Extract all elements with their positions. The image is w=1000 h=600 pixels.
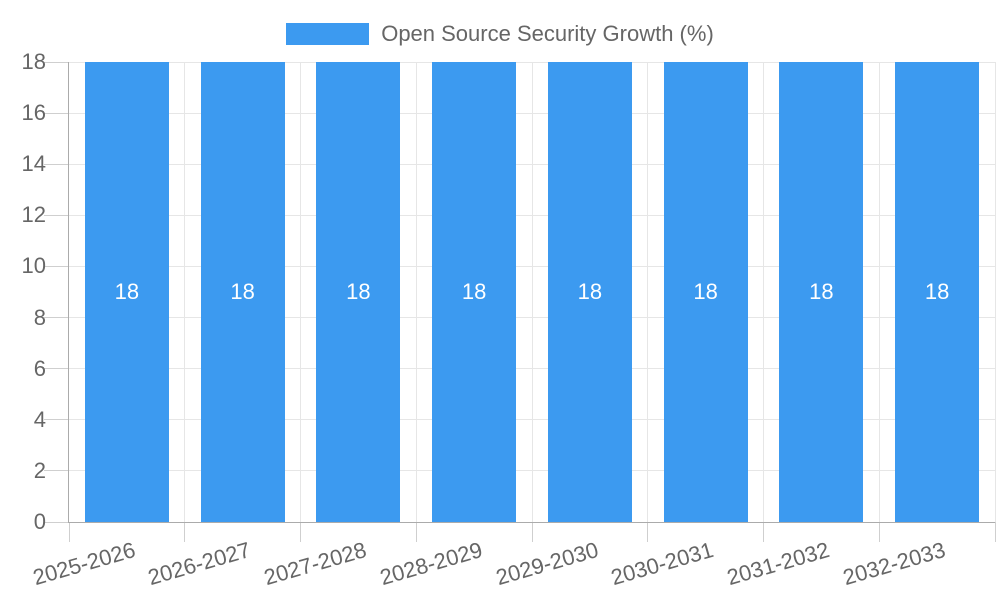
chart-legend: Open Source Security Growth (%) bbox=[0, 20, 1000, 48]
v-gridline bbox=[415, 62, 417, 522]
v-gridline bbox=[994, 62, 996, 522]
bar: 18 bbox=[432, 62, 517, 522]
x-axis-tick-label: 2026-2027 bbox=[145, 537, 254, 591]
y-tick-mark bbox=[44, 368, 69, 370]
bar-value-label: 18 bbox=[461, 279, 487, 304]
bar-value-label: 18 bbox=[230, 279, 255, 304]
y-axis-tick-label: 18 bbox=[21, 49, 46, 74]
v-gridline bbox=[184, 62, 186, 522]
y-axis-tick-label: 4 bbox=[33, 406, 46, 432]
x-tick-mark bbox=[68, 522, 70, 542]
bar: 18 bbox=[316, 62, 401, 522]
bar-value-label: 18 bbox=[577, 279, 603, 304]
y-tick-mark bbox=[44, 265, 69, 267]
y-axis-tick-label: 10 bbox=[21, 253, 46, 279]
y-tick-mark bbox=[44, 419, 69, 421]
x-tick-mark bbox=[531, 522, 533, 542]
y-axis-tick-label: 2 bbox=[33, 457, 46, 483]
x-axis-tick-label: 2032-2033 bbox=[839, 537, 949, 591]
y-axis-tick-label: 16 bbox=[21, 100, 46, 126]
y-axis-tick-label: 12 bbox=[21, 202, 46, 228]
y-tick-mark bbox=[44, 521, 69, 523]
legend-item[interactable]: Open Source Security Growth (%) bbox=[286, 20, 714, 48]
y-tick-mark bbox=[44, 112, 69, 114]
x-tick-mark bbox=[647, 522, 649, 542]
legend-color-swatch bbox=[286, 23, 370, 45]
v-gridline bbox=[300, 62, 301, 522]
legend-label: Open Source Security Growth (%) bbox=[381, 21, 714, 46]
bar: 18 bbox=[779, 62, 864, 522]
x-axis-tick-label: 2029-2030 bbox=[492, 537, 601, 591]
x-axis-line bbox=[68, 522, 995, 523]
y-axis-line bbox=[68, 62, 69, 522]
x-axis-tick-label: 2027-2028 bbox=[261, 537, 370, 591]
bar-value-label: 18 bbox=[693, 279, 718, 304]
y-tick-mark bbox=[44, 163, 69, 165]
bar-value-label: 18 bbox=[924, 279, 950, 304]
y-tick-mark bbox=[44, 214, 69, 216]
x-axis-tick-label: 2030-2031 bbox=[608, 537, 717, 591]
v-gridline bbox=[763, 62, 764, 522]
bar: 18 bbox=[84, 62, 169, 522]
bar: 18 bbox=[663, 62, 748, 522]
x-tick-mark bbox=[994, 522, 996, 542]
x-tick-mark bbox=[763, 522, 764, 542]
y-tick-mark bbox=[44, 470, 69, 472]
x-axis-tick-label: 2028-2029 bbox=[376, 537, 486, 591]
bar: 18 bbox=[200, 62, 285, 522]
x-tick-mark bbox=[184, 522, 186, 542]
y-tick-mark bbox=[44, 61, 69, 63]
x-axis-tick-label: 2031-2032 bbox=[724, 537, 833, 591]
bar-value-label: 18 bbox=[346, 279, 371, 304]
v-gridline bbox=[878, 62, 880, 522]
y-axis-tick-label: 0 bbox=[33, 509, 46, 534]
x-tick-mark bbox=[300, 522, 301, 542]
v-gridline bbox=[531, 62, 533, 522]
bar: 18 bbox=[547, 62, 632, 522]
x-axis-tick-label: 2025-2026 bbox=[29, 537, 138, 591]
x-tick-mark bbox=[415, 522, 417, 542]
y-axis-tick-label: 14 bbox=[21, 151, 46, 177]
y-axis-tick-label: 6 bbox=[33, 355, 46, 381]
v-gridline bbox=[647, 62, 649, 522]
bar: 18 bbox=[895, 62, 980, 522]
bar-value-label: 18 bbox=[809, 279, 834, 304]
bar-value-label: 18 bbox=[114, 279, 140, 304]
y-tick-mark bbox=[44, 317, 69, 319]
y-axis-tick-label: 8 bbox=[33, 304, 46, 330]
x-tick-mark bbox=[878, 522, 880, 542]
